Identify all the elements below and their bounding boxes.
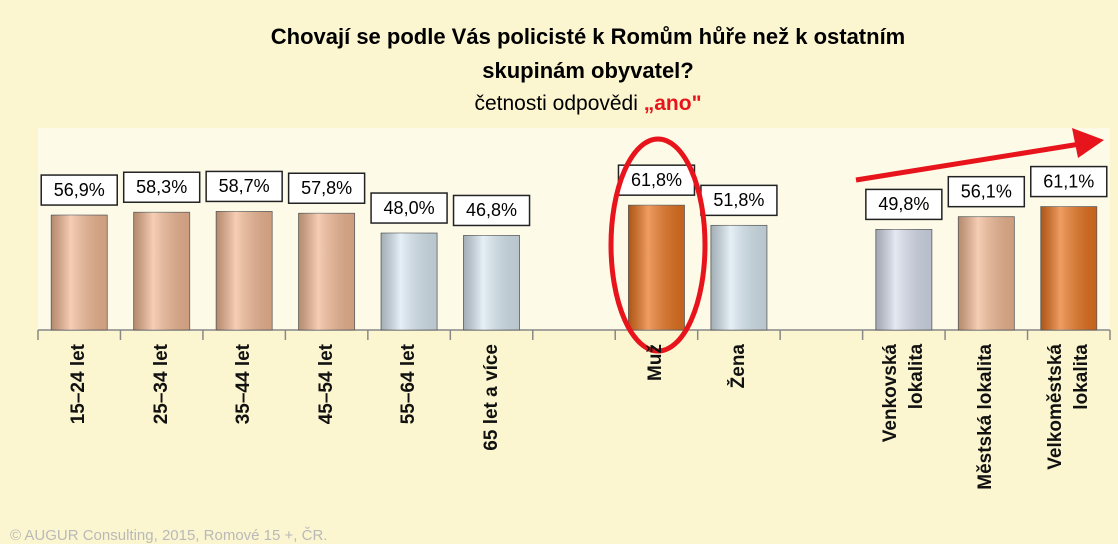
label-box <box>287 172 366 204</box>
x-tick-label: 35–44 let <box>233 344 255 425</box>
value-label: 57,8% <box>301 178 352 198</box>
label-box <box>40 174 118 206</box>
x-tick-label: 65 let a více <box>480 344 502 451</box>
bar-shade <box>710 225 767 330</box>
x-tick-label: Žena <box>727 344 749 389</box>
arrow-head <box>1072 128 1104 158</box>
label-box <box>865 188 943 221</box>
x-tick-label: 55–64 let <box>398 344 420 425</box>
bar-shade <box>381 233 438 330</box>
value-label: 58,3% <box>136 177 187 197</box>
label-box <box>370 192 448 224</box>
bar-shade <box>875 229 932 330</box>
bar-shade <box>216 211 273 330</box>
label-box <box>947 175 1026 208</box>
label-box <box>122 171 201 203</box>
x-tick-label: 15–24 let <box>68 344 90 425</box>
value-label: 49,8% <box>878 194 929 214</box>
trend-arrow <box>855 141 1081 183</box>
x-tick-label: Velkoměstská lokalita <box>1044 344 1092 470</box>
subtitle-highlight: „ano" <box>644 92 702 115</box>
chart-title: Chovají se podle Vás policisté k Romům h… <box>271 24 906 49</box>
value-label: 56,9% <box>54 180 105 200</box>
highlight-ellipse <box>608 136 708 354</box>
x-tick-label: Venkovská lokalita <box>879 344 927 443</box>
x-tick-label: Muž <box>645 344 667 381</box>
label-box <box>452 194 531 227</box>
value-label: 61,1% <box>1043 171 1094 191</box>
x-tick-label: Městská lokalita <box>975 344 997 490</box>
chart-title: skupinám obyvatel? <box>482 58 694 83</box>
value-label: 48,0% <box>384 198 435 218</box>
marks: 56,9% 58,3% 58,7% 57,8% 48,0% 46,8% 61,8% 51,8%… <box>37 164 1111 340</box>
value-label: 46,8% <box>466 200 517 220</box>
bar-shade <box>628 205 685 330</box>
chart-subtitle: četnosti odpovědi „ano" <box>474 92 701 115</box>
bar-shade <box>1040 206 1097 330</box>
footer: © AUGUR Consulting, 2015, Romové 15 +, Č… <box>10 527 327 544</box>
bar-shade <box>463 235 520 330</box>
x-tick-label: 25–34 let <box>150 344 172 425</box>
bar-shade <box>298 213 355 330</box>
label-box <box>617 164 696 196</box>
label-box <box>700 184 778 217</box>
label-box <box>205 170 283 203</box>
subtitle: četnosti odpovědi <box>474 92 643 115</box>
value-label: 58,7% <box>219 176 270 196</box>
value-label: 51,8% <box>713 190 764 210</box>
bar-shade <box>51 215 108 330</box>
bar-shade <box>133 212 190 330</box>
x-tick-label: 45–54 let <box>315 344 337 425</box>
value-label: 61,8% <box>631 170 682 190</box>
bar-shade <box>958 216 1015 330</box>
value-label: 56,1% <box>961 181 1012 201</box>
plot-area <box>38 128 1110 330</box>
label-box <box>1030 165 1108 198</box>
